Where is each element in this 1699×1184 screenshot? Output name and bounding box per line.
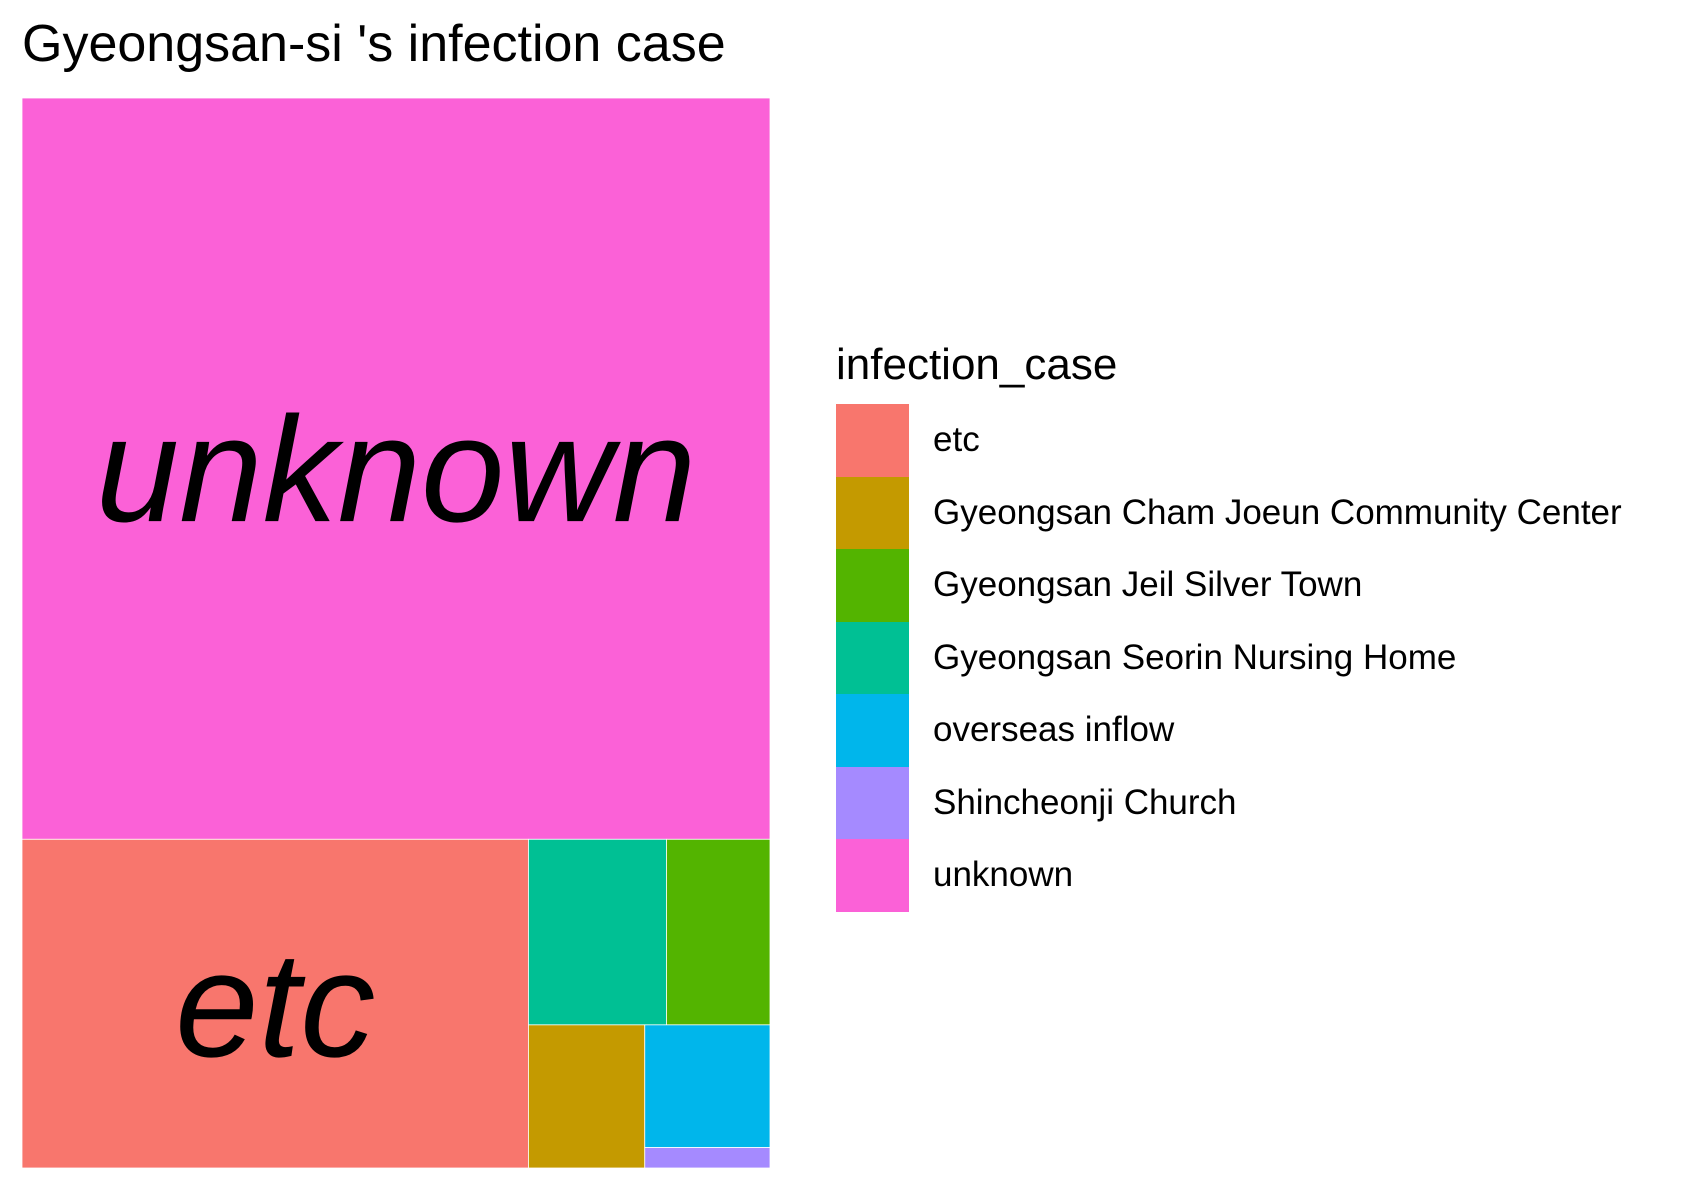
legend-item-gyeongsan-cham-joeun-community-center: Gyeongsan Cham Joeun Community Center xyxy=(836,476,1622,549)
treemap: unknown etc xyxy=(22,98,770,1168)
tile-gyeongsan-seorin-nursing-home xyxy=(528,838,667,1026)
legend-label-unknown: unknown xyxy=(933,855,1074,895)
tile-rect-gyeongsan-cham-joeun-community-center xyxy=(528,1024,646,1168)
tile-gyeongsan-jeil-silver-town xyxy=(666,838,770,1026)
legend-item-unknown: unknown xyxy=(836,839,1622,912)
legend-key-overseas-inflow xyxy=(836,694,909,767)
tile-shincheonji-church xyxy=(644,1147,770,1168)
legend-label-shincheonji-church: Shincheonji Church xyxy=(933,782,1237,822)
legend-key-shincheonji-church xyxy=(836,766,909,839)
tile-rect-overseas-inflow xyxy=(644,1024,770,1148)
legend-item-etc: etc xyxy=(836,404,1622,477)
legend-item-overseas-inflow: overseas inflow xyxy=(836,694,1622,767)
treemap-svg: unknown etc xyxy=(22,98,770,1168)
legend-key-etc xyxy=(836,404,909,477)
legend-title: infection_case xyxy=(836,340,1118,389)
tile-unknown: unknown xyxy=(22,98,770,840)
legend-label-gyeongsan-seorin-nursing-home: Gyeongsan Seorin Nursing Home xyxy=(933,637,1457,677)
legend-label-gyeongsan-cham-joeun-community-center: Gyeongsan Cham Joeun Community Center xyxy=(933,492,1622,532)
tile-etc: etc xyxy=(22,838,529,1168)
tile-label-etc: etc xyxy=(175,920,375,1088)
legend-key-gyeongsan-seorin-nursing-home xyxy=(836,621,909,694)
legend-item-gyeongsan-jeil-silver-town: Gyeongsan Jeil Silver Town xyxy=(836,549,1622,622)
legend-label-overseas-inflow: overseas inflow xyxy=(933,710,1175,750)
legend-key-gyeongsan-cham-joeun-community-center xyxy=(836,476,909,549)
legend-label-gyeongsan-jeil-silver-town: Gyeongsan Jeil Silver Town xyxy=(933,565,1363,605)
legend-key-gyeongsan-jeil-silver-town xyxy=(836,549,909,622)
tile-overseas-inflow xyxy=(644,1024,770,1148)
tile-rect-etc xyxy=(22,838,529,1168)
legend-item-shincheonji-church: Shincheonji Church xyxy=(836,766,1622,839)
legend-item-gyeongsan-seorin-nursing-home: Gyeongsan Seorin Nursing Home xyxy=(836,621,1622,694)
tile-label-unknown: unknown xyxy=(96,385,696,553)
legend-key-unknown xyxy=(836,839,909,912)
legend-items: etc Gyeongsan Cham Joeun Community Center… xyxy=(836,404,1622,912)
chart-title: Gyeongsan-si 's infection case xyxy=(22,15,726,73)
tile-rect-shincheonji-church xyxy=(644,1147,770,1168)
tile-gyeongsan-cham-joeun-community-center xyxy=(528,1024,646,1168)
legend: infection_case etc Gyeongsan Cham Joeun C… xyxy=(836,340,1622,912)
tile-rect-gyeongsan-jeil-silver-town xyxy=(666,838,770,1026)
legend-label-etc: etc xyxy=(933,420,980,460)
tile-rect-unknown xyxy=(22,98,770,840)
tile-rect-gyeongsan-seorin-nursing-home xyxy=(528,838,667,1026)
